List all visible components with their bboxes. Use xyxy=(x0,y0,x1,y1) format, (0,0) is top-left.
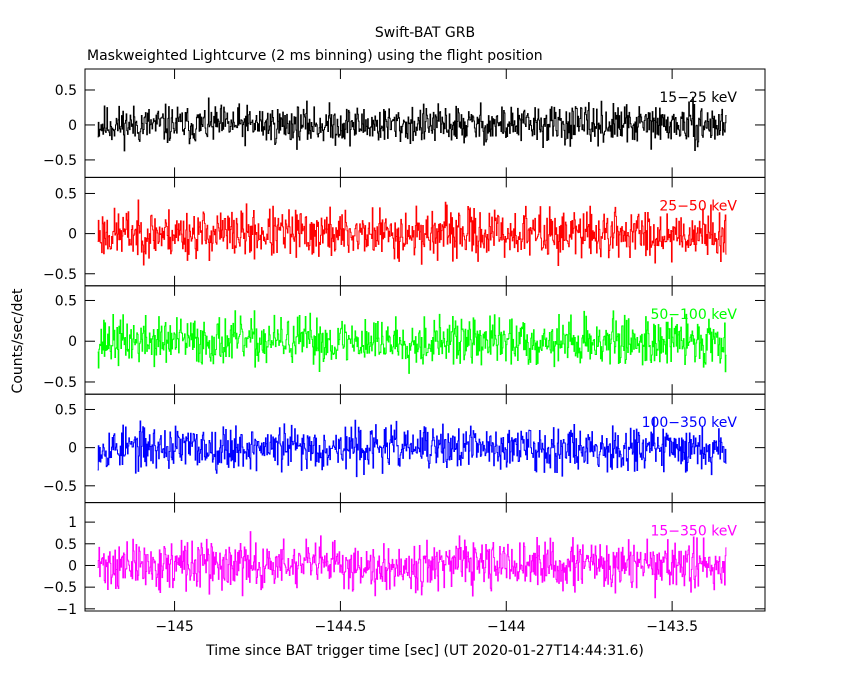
panel-100-350-kev: −0.5 0 0.5 100−350 keV xyxy=(43,393,766,504)
series-line-25-50-kev xyxy=(97,199,727,266)
x-axis-label: Time since BAT trigger time [sec] (UT 20… xyxy=(205,643,644,659)
series-line-100-350-kev xyxy=(97,417,727,478)
panel-label: 15−25 keV xyxy=(659,90,737,106)
y-tick-label: 0.5 xyxy=(55,402,77,418)
x-tick-label: −145 xyxy=(155,619,193,635)
y-tick-label: 0 xyxy=(68,441,77,457)
y-tick-label: −0.5 xyxy=(43,375,77,391)
panel-frame xyxy=(84,502,766,612)
y-tick-label: 1 xyxy=(68,515,77,531)
panel-15-25-kev: −0.5 0 0.5 15−25 keV xyxy=(43,68,766,178)
y-tick-label: 0.5 xyxy=(55,293,77,309)
panel-label: 100−350 keV xyxy=(642,415,738,431)
series-line-15-350-kev xyxy=(97,531,727,599)
panels-group: −0.5 0 0.5 15−25 keV −0.5 0 0.5 25−50 keV −0.5 0 0… xyxy=(43,68,766,618)
y-tick-label: 0 xyxy=(68,118,77,134)
chart-title: Swift-BAT GRB xyxy=(375,25,475,41)
y-tick-label: 0.5 xyxy=(55,83,77,99)
series-line-50-100-kev xyxy=(97,310,727,374)
x-tick-label: −144.5 xyxy=(315,619,367,635)
chart-subtitle: Maskweighted Lightcurve (2 ms binning) u… xyxy=(87,48,543,64)
y-tick-label: 0.5 xyxy=(55,537,77,553)
y-tick-label: −1 xyxy=(56,602,77,618)
panel-label: 15−350 keV xyxy=(650,524,737,540)
y-axis-label: Counts/sec/det xyxy=(10,288,26,393)
panel-label: 25−50 keV xyxy=(659,198,737,214)
x-axis: −145 −144.5 −144 −143.5 xyxy=(155,619,698,635)
y-tick-label: −0.5 xyxy=(43,153,77,169)
panel-label: 50−100 keV xyxy=(650,307,737,323)
series-line-15-25-kev xyxy=(97,96,727,152)
y-tick-label: 0 xyxy=(68,227,77,243)
panel-15-350-kev: −1 −0.5 0 0.5 1 15−350 keV xyxy=(43,502,766,618)
panel-50-100-kev: −0.5 0 0.5 50−100 keV xyxy=(43,285,766,395)
y-tick-label: 0 xyxy=(68,334,77,350)
x-tick-label: −144 xyxy=(487,619,526,635)
y-tick-label: −0.5 xyxy=(43,580,77,596)
y-tick-label: −0.5 xyxy=(43,267,77,283)
panel-25-50-kev: −0.5 0 0.5 25−50 keV xyxy=(43,176,766,287)
y-tick-label: 0.5 xyxy=(55,186,77,202)
x-tick-label: −143.5 xyxy=(646,619,698,635)
y-tick-label: −0.5 xyxy=(43,479,77,495)
y-tick-label: 0 xyxy=(68,558,77,574)
